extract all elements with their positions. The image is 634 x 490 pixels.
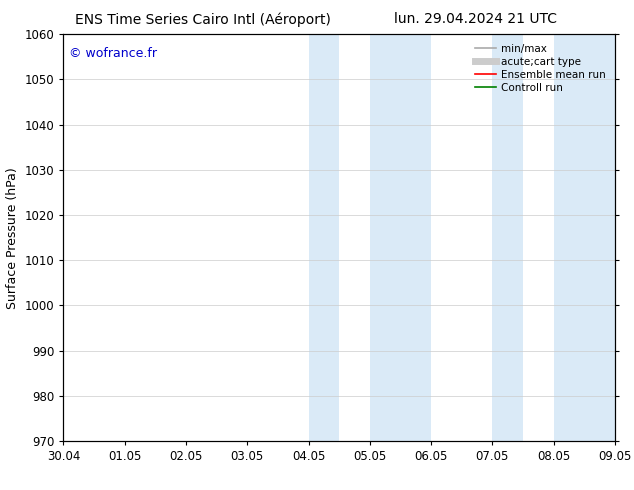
Bar [493,34,523,441]
Text: lun. 29.04.2024 21 UTC: lun. 29.04.2024 21 UTC [394,12,557,26]
Text: ENS Time Series Cairo Intl (Aéroport): ENS Time Series Cairo Intl (Aéroport) [75,12,331,27]
Text: © wofrance.fr: © wofrance.fr [69,47,157,59]
Bar [370,34,431,441]
Bar [553,34,615,441]
Bar [309,34,339,441]
Legend: min/max, acute;cart type, Ensemble mean run, Controll run: min/max, acute;cart type, Ensemble mean … [470,40,610,97]
Y-axis label: Surface Pressure (hPa): Surface Pressure (hPa) [6,167,19,309]
